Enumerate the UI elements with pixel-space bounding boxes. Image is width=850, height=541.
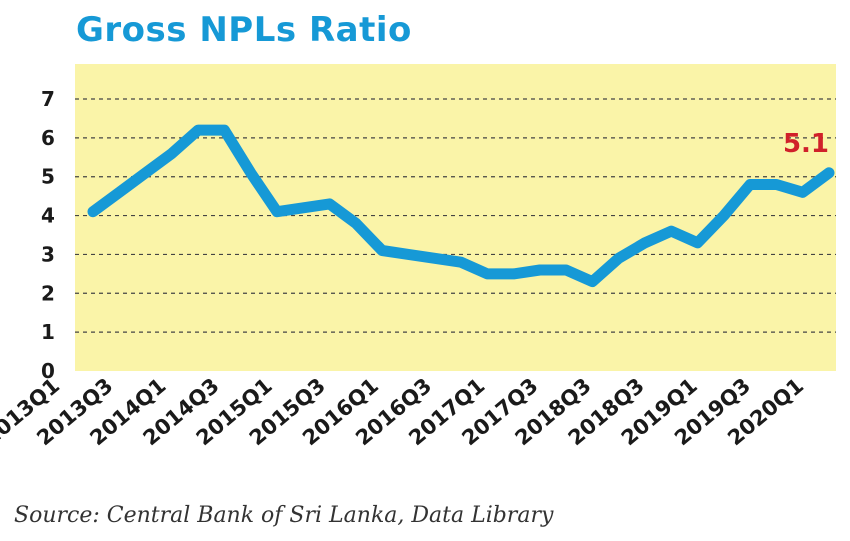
data-point bbox=[460, 261, 462, 263]
data-point bbox=[197, 129, 199, 131]
source-note: Source: Central Bank of Sri Lanka, Data … bbox=[14, 503, 554, 528]
data-point bbox=[670, 230, 672, 232]
value-label: 5.1 bbox=[783, 129, 829, 159]
series-layer bbox=[87, 124, 835, 288]
y-tick-label: 1 bbox=[41, 320, 55, 344]
data-point bbox=[565, 269, 567, 271]
y-tick-label: 4 bbox=[41, 204, 55, 228]
y-tick-label: 0 bbox=[41, 359, 55, 383]
annotations: 5.1 bbox=[783, 129, 829, 159]
data-point bbox=[434, 257, 436, 259]
line-chart: 0 1 2 3 4 5 6 7 2013Q12013Q32014Q12014Q32015Q12… bbox=[0, 64, 836, 450]
data-point bbox=[118, 191, 120, 193]
data-point bbox=[250, 172, 252, 174]
data-point bbox=[644, 242, 646, 244]
data-point bbox=[355, 222, 357, 224]
data-point bbox=[749, 183, 751, 185]
y-axis-ticks: 0 1 2 3 4 5 6 7 bbox=[41, 87, 55, 383]
x-axis-ticks: 2013Q12013Q32014Q12014Q32015Q12015Q32016… bbox=[0, 373, 808, 450]
data-point bbox=[302, 207, 304, 209]
data-point bbox=[591, 281, 593, 283]
data-point bbox=[486, 273, 488, 275]
data-point bbox=[171, 152, 173, 154]
data-point bbox=[223, 129, 225, 131]
data-point bbox=[92, 211, 94, 213]
data-point bbox=[775, 183, 777, 185]
y-tick-label: 6 bbox=[41, 126, 55, 150]
data-point bbox=[407, 253, 409, 255]
data-point bbox=[381, 250, 383, 252]
data-point bbox=[329, 203, 331, 205]
data-point bbox=[539, 269, 541, 271]
data-point bbox=[618, 257, 620, 259]
data-point bbox=[723, 215, 725, 217]
y-tick-label: 3 bbox=[41, 242, 55, 266]
data-point bbox=[697, 242, 699, 244]
chart-title: Gross NPLs Ratio bbox=[76, 10, 412, 50]
y-tick-label: 5 bbox=[41, 165, 55, 189]
data-point bbox=[513, 273, 515, 275]
data-point bbox=[802, 191, 804, 193]
gridlines bbox=[75, 98, 836, 333]
plot-background bbox=[75, 64, 836, 371]
data-point bbox=[828, 172, 830, 174]
data-point bbox=[145, 172, 147, 174]
data-point bbox=[276, 211, 278, 213]
y-tick-label: 7 bbox=[41, 87, 55, 111]
y-tick-label: 2 bbox=[41, 281, 55, 305]
